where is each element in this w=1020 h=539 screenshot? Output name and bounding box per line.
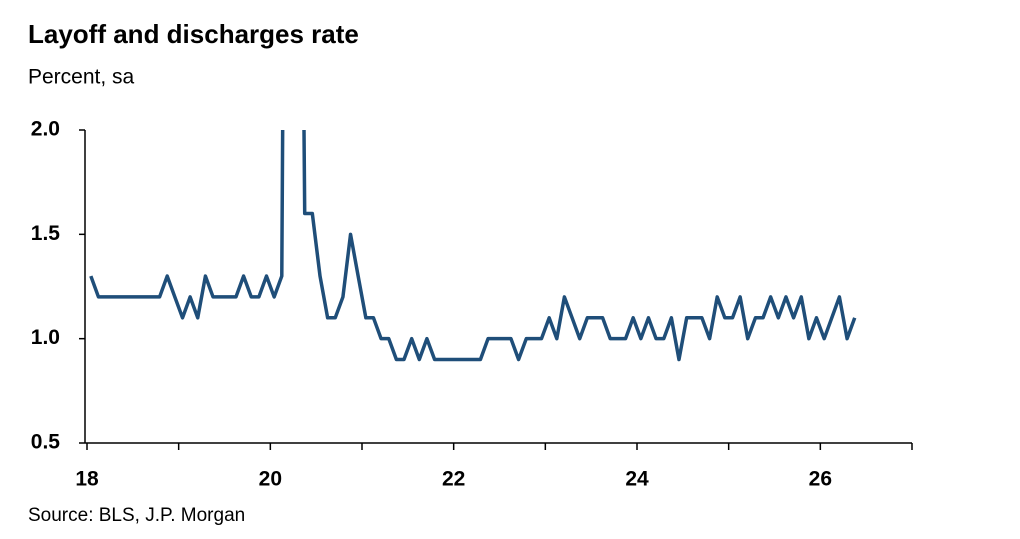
y-tick-label: 1.5 (31, 222, 61, 245)
chart-subtitle: Percent, sa (28, 66, 135, 89)
y-tick-label: 0.5 (31, 431, 61, 454)
y-tick-label: 1.0 (31, 326, 60, 349)
source-note: Source: BLS, J.P. Morgan (28, 505, 245, 526)
x-tick-label: 18 (75, 468, 99, 491)
x-tick-label: 20 (259, 468, 282, 491)
data-line (89, 130, 857, 362)
x-tick-label: 26 (809, 468, 832, 491)
y-tick-label: 2.0 (31, 118, 60, 141)
x-tick-label: 22 (442, 468, 465, 491)
chart-title: Layoff and discharges rate (28, 19, 359, 49)
x-tick-label: 24 (625, 468, 649, 491)
